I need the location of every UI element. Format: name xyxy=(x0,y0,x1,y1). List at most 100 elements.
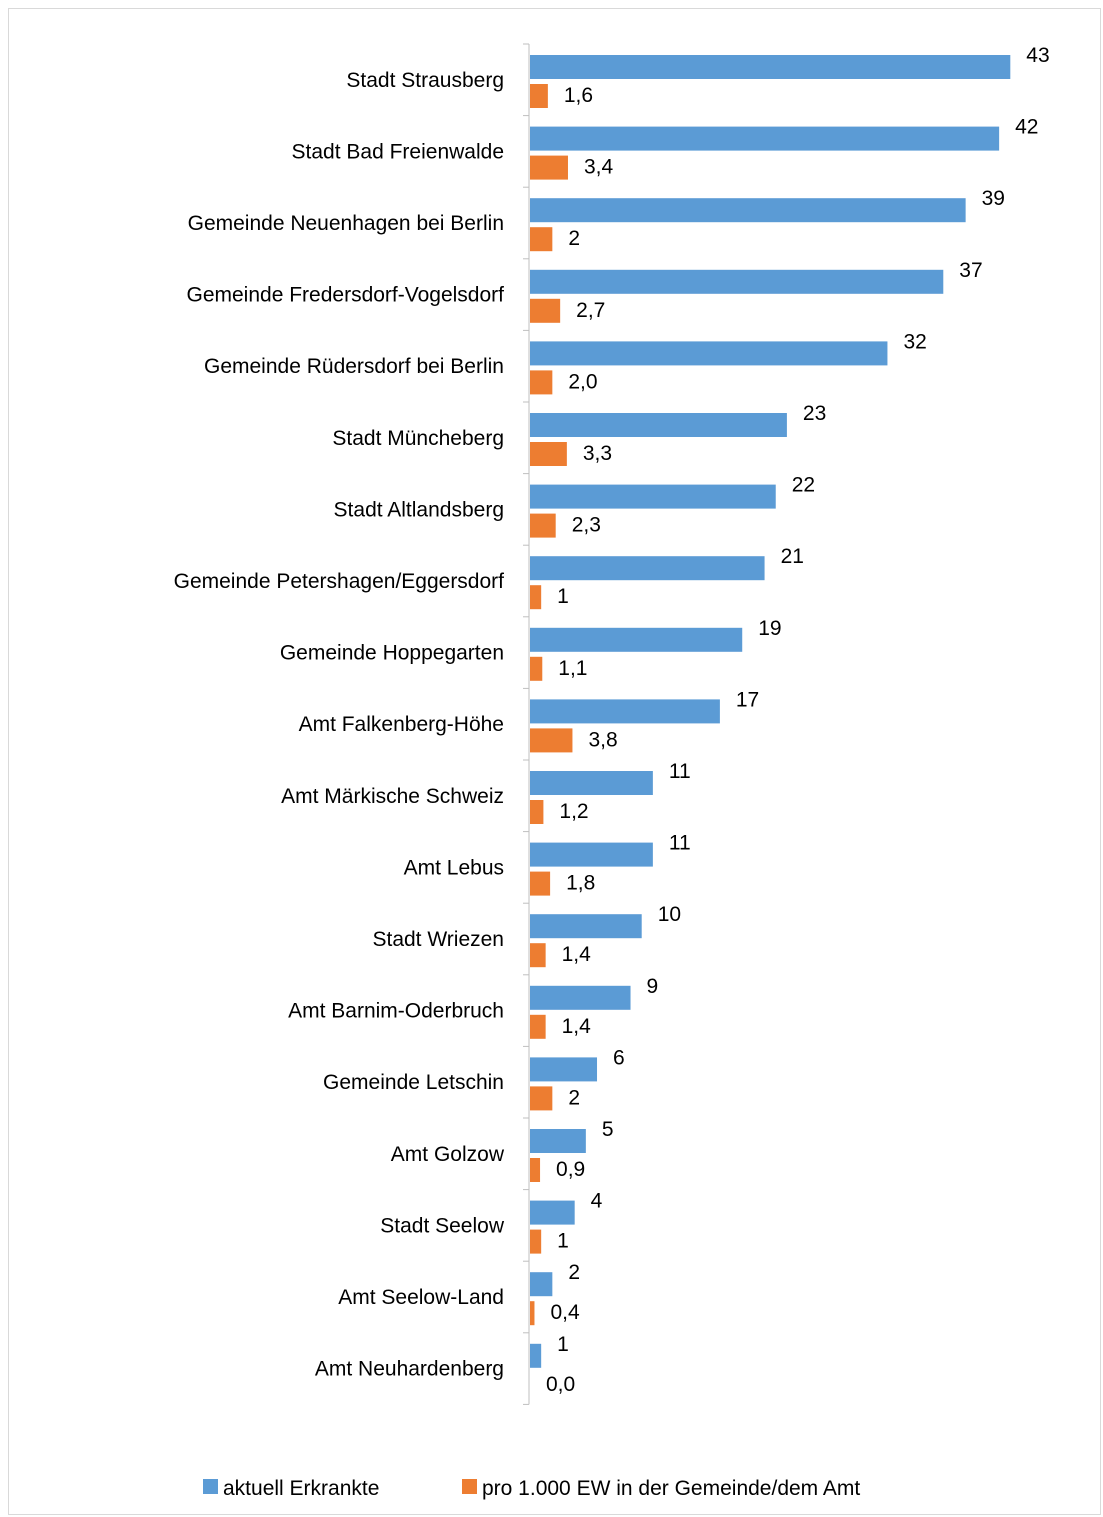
legend-swatch-aktuell-erkrankte xyxy=(203,1479,218,1494)
category-label: Amt Märkische Schweiz xyxy=(281,785,504,808)
bar-aktuell-erkrankte xyxy=(530,413,787,437)
data-label-aktuell-erkrankte: 6 xyxy=(613,1046,625,1069)
data-label-pro-1000-ew: 2 xyxy=(568,1086,580,1109)
bar-aktuell-erkrankte xyxy=(530,269,944,294)
category-label: Stadt Altlandsberg xyxy=(334,498,504,521)
data-label-aktuell-erkrankte: 39 xyxy=(982,187,1005,210)
legend-label-aktuell-erkrankte: aktuell Erkrankte xyxy=(223,1477,379,1500)
bar-aktuell-erkrankte xyxy=(530,627,743,652)
bar-pro-1000-ew xyxy=(530,442,567,466)
data-label-aktuell-erkrankte: 32 xyxy=(903,330,926,353)
category-label: Amt Neuhardenberg xyxy=(315,1358,504,1381)
bar-aktuell-erkrankte xyxy=(530,1200,575,1225)
bar-pro-1000-ew xyxy=(530,871,551,896)
bar-pro-1000-ew xyxy=(530,298,561,323)
bar-aktuell-erkrankte xyxy=(530,484,776,509)
category-label: Gemeinde Fredersdorf-Vogelsdorf xyxy=(187,284,505,307)
data-label-pro-1000-ew: 3,3 xyxy=(583,442,612,465)
data-label-aktuell-erkrankte: 19 xyxy=(758,617,781,640)
bar-pro-1000-ew xyxy=(530,370,553,395)
bar-pro-1000-ew xyxy=(530,1229,542,1254)
bar-aktuell-erkrankte xyxy=(530,126,1000,151)
bar-pro-1000-ew xyxy=(530,155,568,180)
category-label: Stadt Wriezen xyxy=(372,928,504,951)
bar-pro-1000-ew xyxy=(530,513,556,538)
bar-pro-1000-ew xyxy=(530,84,548,108)
category-label: Stadt Seelow xyxy=(380,1214,505,1237)
data-label-pro-1000-ew: 0,0 xyxy=(546,1373,575,1396)
data-label-pro-1000-ew: 2,0 xyxy=(568,370,597,393)
bar-aktuell-erkrankte xyxy=(530,1343,542,1368)
category-label: Amt Lebus xyxy=(404,856,504,879)
axis-ticks xyxy=(523,43,529,1405)
bar-aktuell-erkrankte xyxy=(530,341,888,366)
data-label-pro-1000-ew: 1,4 xyxy=(562,1015,592,1038)
data-label-aktuell-erkrankte: 43 xyxy=(1026,44,1049,67)
bar-aktuell-erkrankte xyxy=(530,842,653,867)
data-label-pro-1000-ew: 1,1 xyxy=(558,657,587,680)
category-label: Stadt Müncheberg xyxy=(332,427,504,450)
legend: aktuell Erkrankte pro 1.000 EW in der Ge… xyxy=(203,1477,860,1500)
bar-pro-1000-ew xyxy=(530,1086,553,1111)
bar-pro-1000-ew xyxy=(530,1301,535,1326)
bar-aktuell-erkrankte xyxy=(530,1129,586,1153)
category-label: Stadt Strausberg xyxy=(346,69,504,92)
legend-swatch-pro-1000-ew xyxy=(462,1479,477,1494)
bar-pro-1000-ew xyxy=(530,1014,546,1039)
bar-pro-1000-ew xyxy=(530,800,544,824)
bar-pro-1000-ew xyxy=(530,656,543,681)
bar-aktuell-erkrankte xyxy=(530,914,642,939)
bar-aktuell-erkrankte xyxy=(530,1272,553,1297)
data-label-aktuell-erkrankte: 37 xyxy=(959,259,982,282)
data-label-aktuell-erkrankte: 9 xyxy=(647,975,659,998)
data-label-pro-1000-ew: 1,8 xyxy=(566,872,595,895)
category-label: Amt Falkenberg-Höhe xyxy=(299,713,504,736)
bar-aktuell-erkrankte xyxy=(530,771,653,795)
data-label-aktuell-erkrankte: 10 xyxy=(658,903,681,926)
data-label-pro-1000-ew: 1 xyxy=(557,585,569,608)
data-label-aktuell-erkrankte: 5 xyxy=(602,1118,614,1141)
data-label-pro-1000-ew: 1,6 xyxy=(564,84,593,107)
bars-layer xyxy=(530,55,1011,1368)
bar-aktuell-erkrankte xyxy=(530,1057,598,1082)
data-label-aktuell-erkrankte: 2 xyxy=(568,1261,580,1284)
bar-pro-1000-ew xyxy=(530,943,546,968)
bar-pro-1000-ew xyxy=(530,585,542,610)
data-label-pro-1000-ew: 3,8 xyxy=(588,728,617,751)
data-label-aktuell-erkrankte: 17 xyxy=(736,688,759,711)
data-label-pro-1000-ew: 2 xyxy=(568,227,580,250)
data-label-pro-1000-ew: 1 xyxy=(557,1230,569,1253)
bar-pro-1000-ew xyxy=(530,227,553,252)
data-label-pro-1000-ew: 1,2 xyxy=(559,800,588,823)
category-label: Amt Seelow-Land xyxy=(338,1286,504,1309)
bar-pro-1000-ew xyxy=(530,1158,541,1182)
data-label-aktuell-erkrankte: 11 xyxy=(669,832,691,855)
data-label-pro-1000-ew: 1,4 xyxy=(562,943,592,966)
data-label-aktuell-erkrankte: 21 xyxy=(781,545,804,568)
data-label-aktuell-erkrankte: 1 xyxy=(557,1333,569,1356)
category-label: Gemeinde Letschin xyxy=(323,1071,504,1094)
data-label-aktuell-erkrankte: 22 xyxy=(792,474,815,497)
category-label: Gemeinde Petershagen/Eggersdorf xyxy=(174,570,505,593)
data-label-pro-1000-ew: 3,4 xyxy=(584,156,614,179)
category-label: Amt Barnim-Oderbruch xyxy=(288,1000,504,1023)
bar-pro-1000-ew xyxy=(530,728,573,753)
labels-layer: Stadt Strausberg 43 1,6 Stadt Bad Freienwal… xyxy=(174,44,1050,1396)
bar-aktuell-erkrankte xyxy=(530,985,631,1010)
category-label: Stadt Bad Freienwalde xyxy=(292,140,504,163)
data-label-pro-1000-ew: 0,9 xyxy=(556,1158,585,1181)
chart-frame xyxy=(8,8,1101,1515)
data-label-aktuell-erkrankte: 23 xyxy=(803,402,826,425)
data-label-aktuell-erkrankte: 11 xyxy=(669,760,691,783)
bar-aktuell-erkrankte xyxy=(530,699,720,724)
bar-aktuell-erkrankte xyxy=(530,198,966,223)
data-label-pro-1000-ew: 2,7 xyxy=(576,299,605,322)
data-label-aktuell-erkrankte: 42 xyxy=(1015,116,1038,139)
bar-aktuell-erkrankte xyxy=(530,556,765,581)
data-label-pro-1000-ew: 2,3 xyxy=(572,514,601,537)
data-label-aktuell-erkrankte: 4 xyxy=(591,1190,603,1213)
data-label-pro-1000-ew: 0,4 xyxy=(550,1301,580,1324)
category-label: Gemeinde Rüdersdorf bei Berlin xyxy=(204,355,504,378)
bar-aktuell-erkrankte xyxy=(530,55,1011,79)
